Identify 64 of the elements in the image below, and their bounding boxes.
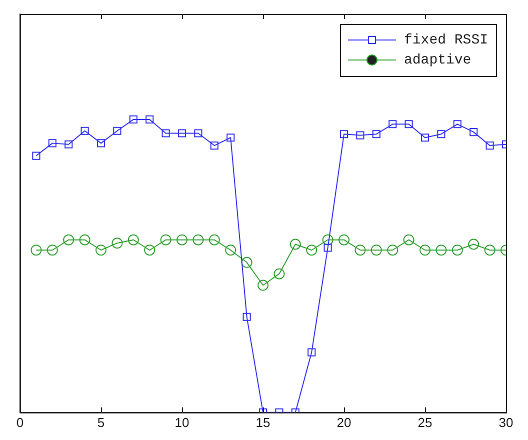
point <box>258 280 268 291</box>
point <box>208 234 220 246</box>
point <box>468 238 480 250</box>
point <box>338 234 350 246</box>
point <box>242 312 251 321</box>
legend-label: fixed RSSI <box>404 32 488 49</box>
x-tick-label: 10 <box>174 414 190 430</box>
point <box>129 115 138 124</box>
point <box>225 244 236 256</box>
point <box>46 244 58 256</box>
point <box>453 120 462 128</box>
point <box>63 234 74 246</box>
point <box>30 244 42 256</box>
point <box>354 244 366 256</box>
point <box>162 129 170 138</box>
x-tick-label: 0 <box>16 414 24 430</box>
point <box>322 234 334 246</box>
point <box>79 234 90 246</box>
point <box>176 234 188 246</box>
point <box>403 234 414 246</box>
legend-label: adaptive <box>404 52 472 69</box>
point <box>112 238 123 249</box>
x-tick-label: 15 <box>256 414 270 430</box>
point <box>420 134 430 142</box>
point <box>241 256 252 268</box>
point <box>144 244 156 256</box>
point <box>437 130 446 138</box>
point <box>356 131 364 140</box>
point <box>340 130 348 138</box>
point <box>113 126 122 135</box>
point <box>324 244 332 252</box>
x-tick-label: 25 <box>418 414 432 430</box>
point <box>274 268 285 280</box>
point <box>308 348 316 356</box>
point <box>486 141 494 150</box>
point <box>404 120 413 128</box>
point <box>96 244 106 256</box>
point <box>178 129 186 138</box>
point <box>192 234 204 246</box>
point <box>388 120 397 128</box>
point <box>226 134 235 142</box>
point <box>420 244 430 256</box>
point <box>146 115 154 124</box>
point <box>160 234 172 246</box>
point <box>452 244 463 256</box>
point <box>210 141 218 150</box>
point <box>64 140 73 148</box>
point <box>128 234 139 246</box>
point <box>387 244 398 256</box>
point <box>484 244 496 256</box>
point <box>370 244 382 256</box>
point <box>436 244 447 256</box>
x-tick-label: 30 <box>498 414 514 430</box>
point <box>80 126 89 135</box>
point <box>306 244 318 256</box>
x-tick-label: 5 <box>97 414 105 430</box>
point <box>372 130 380 138</box>
x-tick-label: 20 <box>336 414 352 430</box>
point <box>290 238 301 250</box>
point <box>48 139 56 148</box>
point <box>194 129 202 138</box>
point <box>470 128 478 136</box>
point <box>32 152 40 160</box>
point <box>96 139 106 148</box>
